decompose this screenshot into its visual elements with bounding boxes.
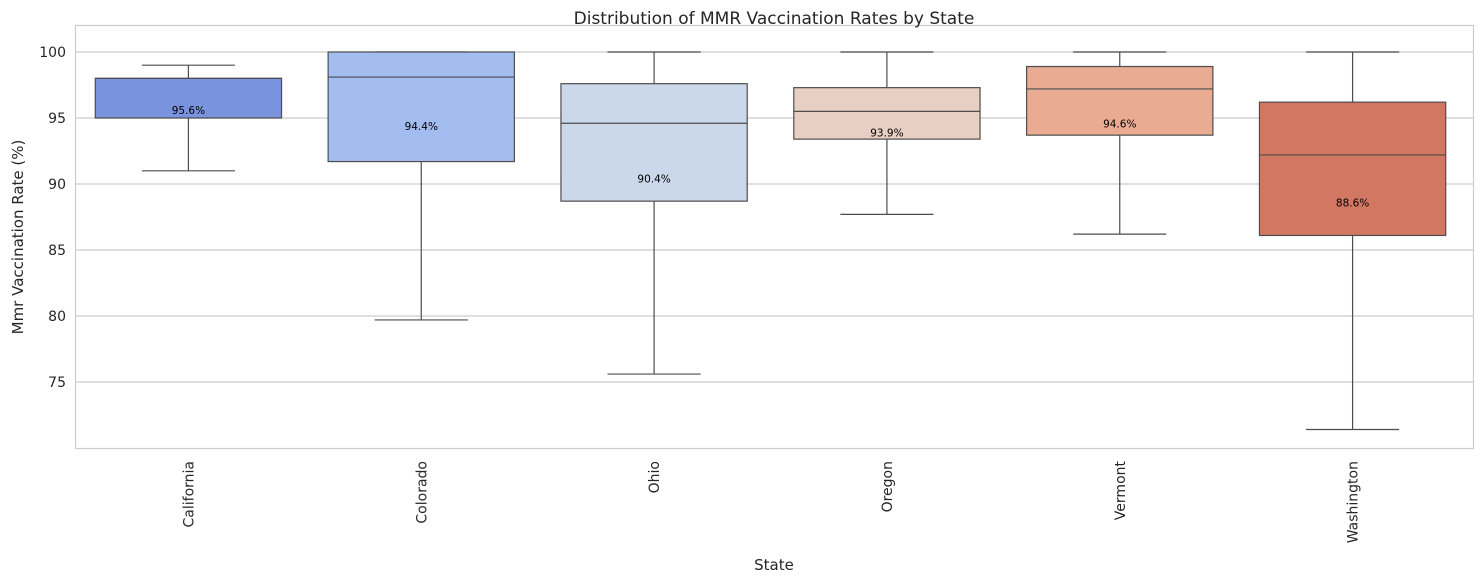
mean-label-california: 95.6% <box>172 105 205 117</box>
box-layer <box>94 51 1447 431</box>
y-axis-label: Mmr Vaccination Rate (%) <box>9 140 27 335</box>
mean-label-colorado: 94.4% <box>405 121 438 133</box>
box-vermont <box>1026 65 1214 136</box>
y-tick-label: 95 <box>48 111 66 127</box>
box-washington <box>1258 101 1447 237</box>
box-colorado <box>327 51 515 163</box>
y-tick-label: 80 <box>48 309 66 325</box>
y-tick-labels: 75 80 85 90 95 100 <box>39 45 66 391</box>
box-oregon <box>793 87 981 140</box>
x-tick-label-california: California <box>181 461 197 527</box>
x-tick-label-ohio: Ohio <box>647 461 663 493</box>
chart-title: Distribution of MMR Vaccination Rates by… <box>574 9 975 29</box>
data-labels: 95.6% 94.4% 90.4% 93.9% 94.6% 88.6% <box>172 105 1370 209</box>
box-ohio <box>560 83 748 202</box>
mean-label-ohio: 90.4% <box>637 174 670 186</box>
y-tick-label: 75 <box>48 375 66 391</box>
grid-layer <box>76 51 1473 383</box>
x-tick-label-oregon: Oregon <box>880 461 896 512</box>
x-tick-labels: California Colorado Ohio Oregon Vermont Washi… <box>181 460 1361 543</box>
x-tick-label-vermont: Vermont <box>1113 460 1129 520</box>
mean-label-washington: 88.6% <box>1336 197 1369 209</box>
x-axis-label: State <box>754 556 794 574</box>
x-tick-label-colorado: Colorado <box>414 461 430 524</box>
mean-label-oregon: 93.9% <box>870 128 903 140</box>
y-tick-label: 90 <box>48 177 66 193</box>
mean-label-vermont: 94.6% <box>1103 118 1136 130</box>
plot-frame <box>74 24 1475 450</box>
x-tick-label-washington: Washington <box>1346 461 1362 543</box>
y-tick-label: 100 <box>39 45 66 61</box>
y-tick-label: 85 <box>48 243 66 259</box>
